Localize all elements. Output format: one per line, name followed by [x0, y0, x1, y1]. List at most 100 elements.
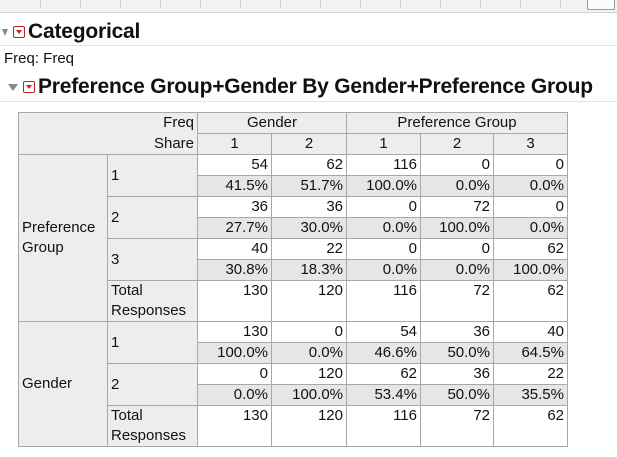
count-cell: 0 — [197, 363, 272, 385]
disclosure-triangle-icon[interactable] — [2, 28, 8, 36]
row-label: 3 — [107, 238, 198, 281]
share-cell: 41.5% — [197, 175, 272, 197]
count-cell: 120 — [271, 363, 347, 385]
count-cell: 130 — [197, 321, 272, 343]
share-cell: 100.0% — [420, 217, 494, 239]
share-cell: 0.0% — [346, 259, 421, 281]
count-cell: 0 — [420, 154, 494, 176]
row-group-preference: Preference Group — [18, 154, 108, 322]
count-cell: 36 — [420, 363, 494, 385]
red-triangle-menu-icon[interactable] — [13, 26, 25, 38]
count-cell: 0 — [420, 238, 494, 260]
count-cell: 36 — [420, 321, 494, 343]
toolbar-cell — [320, 0, 361, 8]
count-cell: 0 — [493, 154, 568, 176]
total-responses-label: Total Responses — [107, 280, 198, 322]
share-cell: 0.0% — [420, 175, 494, 197]
total-cell: 72 — [420, 280, 494, 322]
count-cell: 0 — [493, 196, 568, 218]
toolbar-cell — [40, 0, 81, 8]
toolbar-cell — [400, 0, 441, 8]
total-responses-label: Total Responses — [107, 405, 198, 447]
total-cell: 120 — [271, 280, 347, 322]
count-cell: 72 — [420, 196, 494, 218]
total-cell: 130 — [197, 405, 272, 447]
share-cell: 64.5% — [493, 342, 568, 364]
total-cell: 62 — [493, 280, 568, 322]
share-cell: 100.0% — [346, 175, 421, 197]
row-group-gender: Gender — [18, 321, 108, 447]
count-cell: 0 — [346, 196, 421, 218]
corner-share-label: Share — [18, 133, 198, 155]
divider — [0, 101, 617, 102]
share-cell: 0.0% — [493, 175, 568, 197]
row-label: 1 — [107, 154, 198, 197]
row-label: 1 — [107, 321, 198, 364]
count-cell: 116 — [346, 154, 421, 176]
toolbar-icon[interactable] — [587, 0, 615, 10]
total-cell: 62 — [493, 405, 568, 447]
row-label: 2 — [107, 196, 198, 239]
red-triangle-menu-icon[interactable] — [23, 81, 35, 93]
share-cell: 0.0% — [346, 217, 421, 239]
share-cell: 53.4% — [346, 384, 421, 406]
share-cell: 0.0% — [493, 217, 568, 239]
share-cell: 100.0% — [493, 259, 568, 281]
share-cell: 46.6% — [346, 342, 421, 364]
corner-freq-label: Freq — [18, 112, 198, 134]
share-cell: 51.7% — [271, 175, 347, 197]
total-cell: 116 — [346, 280, 421, 322]
disclosure-triangle-icon[interactable] — [8, 83, 18, 91]
toolbar-cell — [280, 0, 321, 8]
col-header: 2 — [420, 133, 494, 155]
count-cell: 40 — [197, 238, 272, 260]
total-cell: 130 — [197, 280, 272, 322]
col-header: 1 — [197, 133, 272, 155]
count-cell: 0 — [271, 321, 347, 343]
count-cell: 22 — [271, 238, 347, 260]
count-cell: 36 — [271, 196, 347, 218]
toolbar-cell — [0, 0, 41, 8]
freq-label: Freq: Freq — [4, 50, 75, 67]
divider — [0, 45, 617, 46]
share-cell: 27.7% — [197, 217, 272, 239]
toolbar-cell — [160, 0, 201, 8]
toolbar-cell — [360, 0, 401, 8]
col-group-preference: Preference Group — [346, 112, 568, 134]
toolbar-cell — [440, 0, 481, 8]
share-cell: 0.0% — [197, 384, 272, 406]
toolbar-cell — [80, 0, 121, 8]
report-title: Preference Group+Gender By Gender+Prefer… — [38, 75, 593, 98]
crosstab-table: Freq Gender Preference Group Share 1 2 1… — [18, 112, 568, 447]
share-cell: 35.5% — [493, 384, 568, 406]
col-header: 1 — [346, 133, 421, 155]
toolbar-cell — [520, 0, 561, 8]
toolbar-cell — [480, 0, 521, 8]
col-header: 3 — [493, 133, 568, 155]
count-cell: 0 — [346, 238, 421, 260]
count-cell: 22 — [493, 363, 568, 385]
count-cell: 54 — [197, 154, 272, 176]
share-cell: 0.0% — [420, 259, 494, 281]
toolbar-cell — [200, 0, 241, 8]
section-title: Categorical — [28, 20, 141, 43]
total-cell: 72 — [420, 405, 494, 447]
count-cell: 40 — [493, 321, 568, 343]
share-cell: 30.0% — [271, 217, 347, 239]
share-cell: 100.0% — [271, 384, 347, 406]
total-cell: 120 — [271, 405, 347, 447]
share-cell: 0.0% — [271, 342, 347, 364]
share-cell: 50.0% — [420, 384, 494, 406]
top-toolbar-strip — [0, 0, 617, 13]
row-label: 2 — [107, 363, 198, 406]
count-cell: 62 — [493, 238, 568, 260]
share-cell: 100.0% — [197, 342, 272, 364]
count-cell: 54 — [346, 321, 421, 343]
col-group-gender: Gender — [197, 112, 347, 134]
toolbar-cell — [120, 0, 161, 8]
count-cell: 62 — [346, 363, 421, 385]
categorical-outline-header: Categorical — [0, 19, 617, 45]
total-cell: 116 — [346, 405, 421, 447]
report-outline-header: Preference Group+Gender By Gender+Prefer… — [0, 74, 617, 100]
share-cell: 18.3% — [271, 259, 347, 281]
